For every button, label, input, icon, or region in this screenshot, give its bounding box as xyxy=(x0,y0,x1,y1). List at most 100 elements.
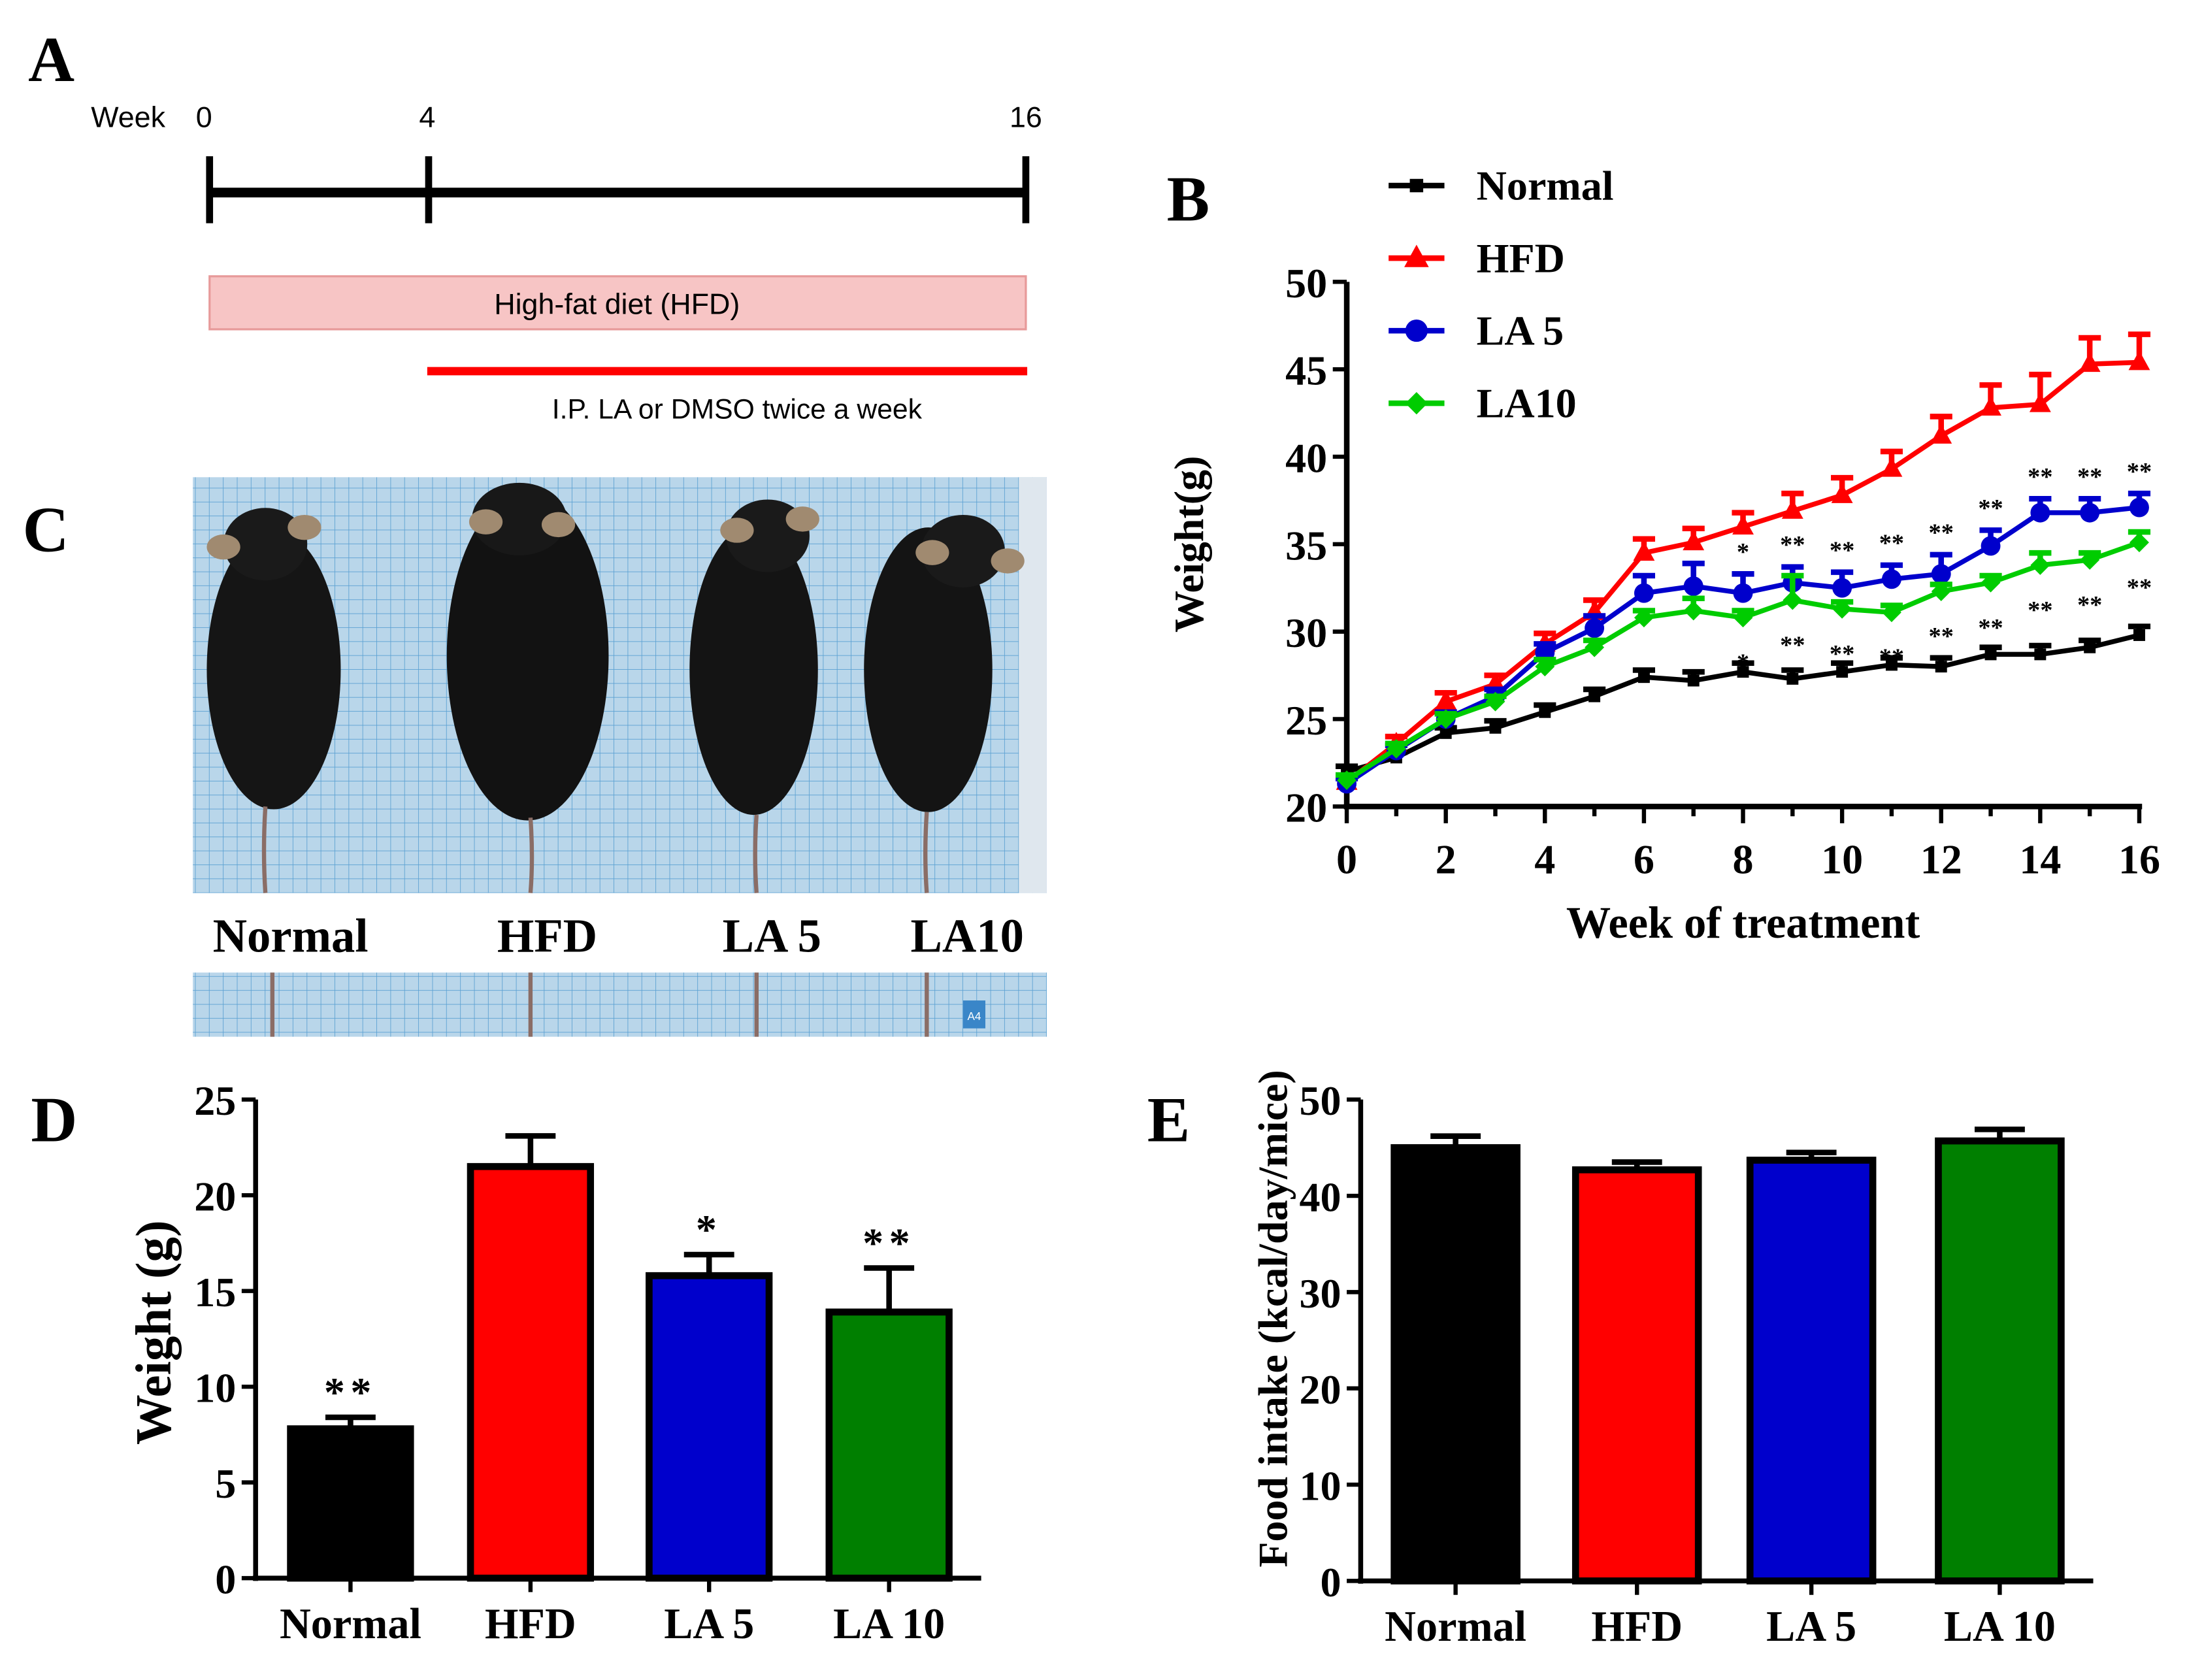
data-point xyxy=(1786,672,1799,685)
data-point xyxy=(2133,629,2145,641)
significance-marker: ** xyxy=(1780,632,1805,659)
x-tick-label: LA 10 xyxy=(1944,1603,2056,1651)
data-point xyxy=(1832,578,1852,598)
data-point xyxy=(2084,641,2096,653)
significance-marker: ** xyxy=(324,1369,377,1415)
y-tick-label: 20 xyxy=(1285,785,1327,831)
data-point xyxy=(1881,569,1901,589)
data-point xyxy=(1733,608,1753,628)
x-tick-label: LA 5 xyxy=(664,1600,754,1648)
significance-marker: * xyxy=(696,1206,723,1253)
y-tick-label: 40 xyxy=(1285,435,1327,481)
data-point xyxy=(2128,350,2150,371)
data-point xyxy=(1930,423,1952,444)
y-axis-title: Weight (g) xyxy=(126,1220,182,1445)
y-axis-title: Food intake (kcal/day/mice) xyxy=(1249,1070,1296,1567)
significance-marker: ** xyxy=(1879,644,1904,671)
y-tick-label: 35 xyxy=(1285,522,1327,568)
x-tick-label: 12 xyxy=(1920,836,1962,883)
data-point xyxy=(1881,602,1901,623)
hfd-period-bar xyxy=(208,275,1027,331)
y-axis-title: Weight(g) xyxy=(1166,456,1212,633)
y-tick-label: 25 xyxy=(1285,697,1327,744)
data-point xyxy=(1633,541,1655,561)
significance-marker: ** xyxy=(1929,519,1954,547)
data-point xyxy=(1683,576,1703,596)
data-point xyxy=(1836,666,1849,678)
data-point xyxy=(2029,392,2051,412)
data-point xyxy=(2129,533,2149,553)
legend-marker xyxy=(1404,244,1429,267)
x-axis-title: Week of treatment xyxy=(1566,898,1920,947)
y-tick-label: 20 xyxy=(1299,1366,1341,1413)
legend-label: LA 5 xyxy=(1477,307,1564,354)
a4-sticker-text: A4 xyxy=(967,1010,981,1023)
data-point xyxy=(2030,555,2050,575)
data-point xyxy=(1585,618,1605,638)
data-point xyxy=(1386,738,1406,759)
data-point xyxy=(1931,582,1951,602)
data-point xyxy=(1539,706,1551,718)
hfd-period-label: High-fat diet (HFD) xyxy=(494,287,740,320)
x-tick-label: HFD xyxy=(485,1600,576,1648)
significance-marker: ** xyxy=(1830,640,1854,668)
data-point xyxy=(1931,564,1951,584)
x-tick-label: LA 5 xyxy=(1766,1603,1856,1651)
x-tick-label: 10 xyxy=(1821,836,1863,883)
treatment-label: I.P. LA or DMSO twice a week xyxy=(552,394,923,425)
x-tick-label: Normal xyxy=(280,1600,421,1648)
data-point xyxy=(2079,352,2101,372)
mouse-hfd xyxy=(446,482,609,893)
panel-label-e: E xyxy=(1147,1085,1191,1156)
significance-marker: ** xyxy=(2077,591,2102,619)
legend-label: Normal xyxy=(1477,162,1614,208)
bar-normal xyxy=(1390,1144,1521,1585)
x-tick-label: 6 xyxy=(1634,836,1654,883)
x-tick-label: 4 xyxy=(1534,836,1555,883)
photo-label-la5: LA 5 xyxy=(723,909,821,962)
x-tick-label: 2 xyxy=(1436,836,1456,883)
data-point xyxy=(1981,572,2001,593)
mouse-la5 xyxy=(689,499,819,893)
legend-marker xyxy=(1405,320,1428,342)
data-point xyxy=(2034,648,2047,661)
data-point xyxy=(1683,601,1703,621)
data-point xyxy=(1683,531,1705,551)
legend-label: HFD xyxy=(1477,235,1565,281)
panel-label-b: B xyxy=(1167,163,1210,235)
data-point xyxy=(2129,497,2149,518)
data-point xyxy=(1981,536,2001,556)
y-tick-label: 50 xyxy=(1285,260,1327,306)
x-tick-label: 16 xyxy=(2118,836,2160,883)
grid-paper-strip xyxy=(193,972,1047,1037)
legend-marker xyxy=(1405,392,1428,415)
data-point xyxy=(1783,590,1803,610)
significance-marker: ** xyxy=(2077,463,2102,491)
panel-label-d: D xyxy=(31,1085,77,1156)
bar-la10 xyxy=(825,1308,953,1582)
panel-c-photo: C Normal HFD LA 5 LA10 A4 xyxy=(23,477,1047,1037)
x-tick-label: LA 10 xyxy=(833,1600,945,1648)
significance-marker: ** xyxy=(1830,536,1854,564)
mouse-la10 xyxy=(864,514,1025,893)
significance-marker: ** xyxy=(1978,495,2003,522)
significance-marker: ** xyxy=(2127,458,2152,486)
panel-d-weight-bar-chart: 0 5 10 15 20 25 Weight (g) Normal ** HFD LA 5 * LA 1… xyxy=(126,1078,981,1648)
y-tick-label: 40 xyxy=(1299,1174,1341,1221)
significance-marker: ** xyxy=(2028,463,2052,491)
data-point xyxy=(1885,659,1898,671)
data-point xyxy=(1439,727,1452,739)
legend-label: LA10 xyxy=(1477,380,1577,426)
data-point xyxy=(1832,599,1852,619)
week-label: Week xyxy=(91,100,165,133)
y-tick-label: 30 xyxy=(1285,610,1327,656)
data-point xyxy=(1781,499,1803,519)
significance-marker: ** xyxy=(1978,614,2003,642)
data-point xyxy=(1535,657,1555,677)
significance-marker: * xyxy=(1737,649,1749,676)
series-normal xyxy=(1335,623,2151,778)
series-la10 xyxy=(1335,529,2151,791)
data-point xyxy=(1881,457,1903,477)
y-tick-label: 0 xyxy=(215,1556,236,1603)
data-point xyxy=(1489,721,1502,734)
